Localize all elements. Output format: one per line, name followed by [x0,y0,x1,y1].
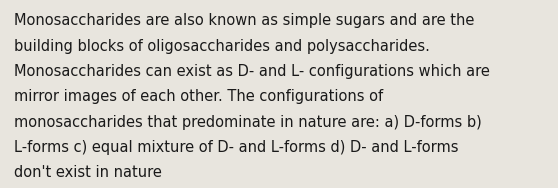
Text: mirror images of each other. The configurations of: mirror images of each other. The configu… [14,89,383,104]
Text: Monosaccharides can exist as D- and L- configurations which are: Monosaccharides can exist as D- and L- c… [14,64,490,79]
Text: L-forms c) equal mixture of D- and L-forms d) D- and L-forms: L-forms c) equal mixture of D- and L-for… [14,140,459,155]
Text: Monosaccharides are also known as simple sugars and are the: Monosaccharides are also known as simple… [14,13,474,28]
Text: building blocks of oligosaccharides and polysaccharides.: building blocks of oligosaccharides and … [14,39,430,54]
Text: monosaccharides that predominate in nature are: a) D-forms b): monosaccharides that predominate in natu… [14,115,482,130]
Text: don't exist in nature: don't exist in nature [14,165,162,180]
